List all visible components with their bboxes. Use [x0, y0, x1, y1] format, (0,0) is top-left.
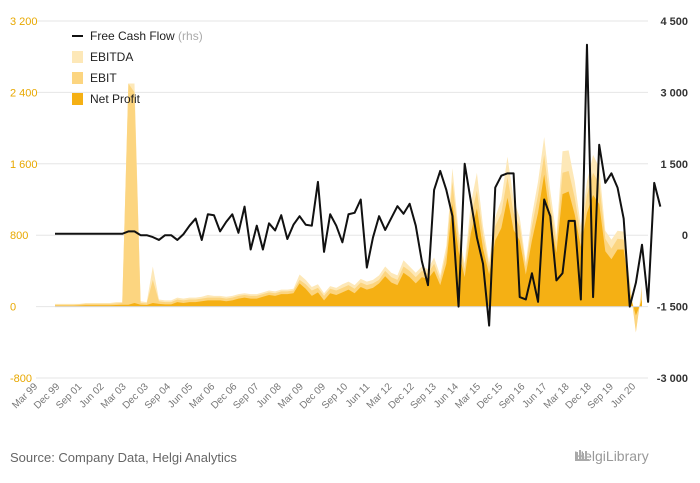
x-tick-label: Sep 13 [409, 381, 439, 411]
left-tick-label: 800 [10, 230, 28, 242]
x-tick-label: Jun 20 [609, 381, 638, 410]
left-axis: 3 200 2 400 1 600 800 0 -800 [10, 16, 38, 385]
right-tick-label: -3 000 [657, 373, 688, 385]
right-axis: 4 500 3 000 1 500 0 -1 500 -3 000 [657, 16, 688, 385]
fcf-series-line [55, 43, 662, 327]
x-tick-label: Sep 19 [586, 381, 616, 411]
right-tick-label: 4 500 [660, 16, 688, 28]
brand-name: HelgiLibrary [574, 448, 649, 464]
legend: Free Cash Flow (rhs) EBITDA EBIT Net Profit [72, 29, 203, 106]
area-net-profit [55, 174, 642, 316]
legend-label: Net Profit [90, 92, 141, 106]
legend-swatch-area [72, 51, 83, 63]
right-tick-label: 1 500 [660, 159, 688, 171]
legend-label: EBITDA [90, 50, 133, 64]
x-tick-label: Sep 04 [143, 381, 173, 411]
x-tick-label: Sep 01 [54, 381, 84, 411]
right-tick-label: -1 500 [657, 302, 688, 314]
left-tick-label: 0 [10, 302, 16, 314]
legend-label-suffix: (rhs) [175, 29, 203, 43]
legend-label: Free Cash Flow (rhs) [90, 29, 203, 43]
x-tick-label: Sep 07 [231, 381, 261, 411]
brand-logo: HelgiLibrary [574, 448, 649, 464]
left-tick-label: 2 400 [10, 87, 38, 99]
source-note: Source: Company Data, Helgi Analytics [10, 450, 237, 465]
x-tick-label: Sep 10 [320, 381, 350, 411]
area-series [55, 83, 642, 333]
fcf-line [55, 43, 662, 327]
legend-swatch-area [72, 72, 83, 84]
right-tick-label: 0 [682, 230, 688, 242]
left-tick-label: 1 600 [10, 159, 38, 171]
left-tick-label: -800 [10, 373, 32, 385]
right-tick-label: 3 000 [660, 87, 688, 99]
left-tick-label: 3 200 [10, 16, 38, 28]
legend-swatch-area [72, 93, 83, 105]
x-tick-label: Sep 16 [497, 381, 527, 411]
legend-label: EBIT [90, 71, 117, 85]
library-icon [575, 450, 589, 461]
